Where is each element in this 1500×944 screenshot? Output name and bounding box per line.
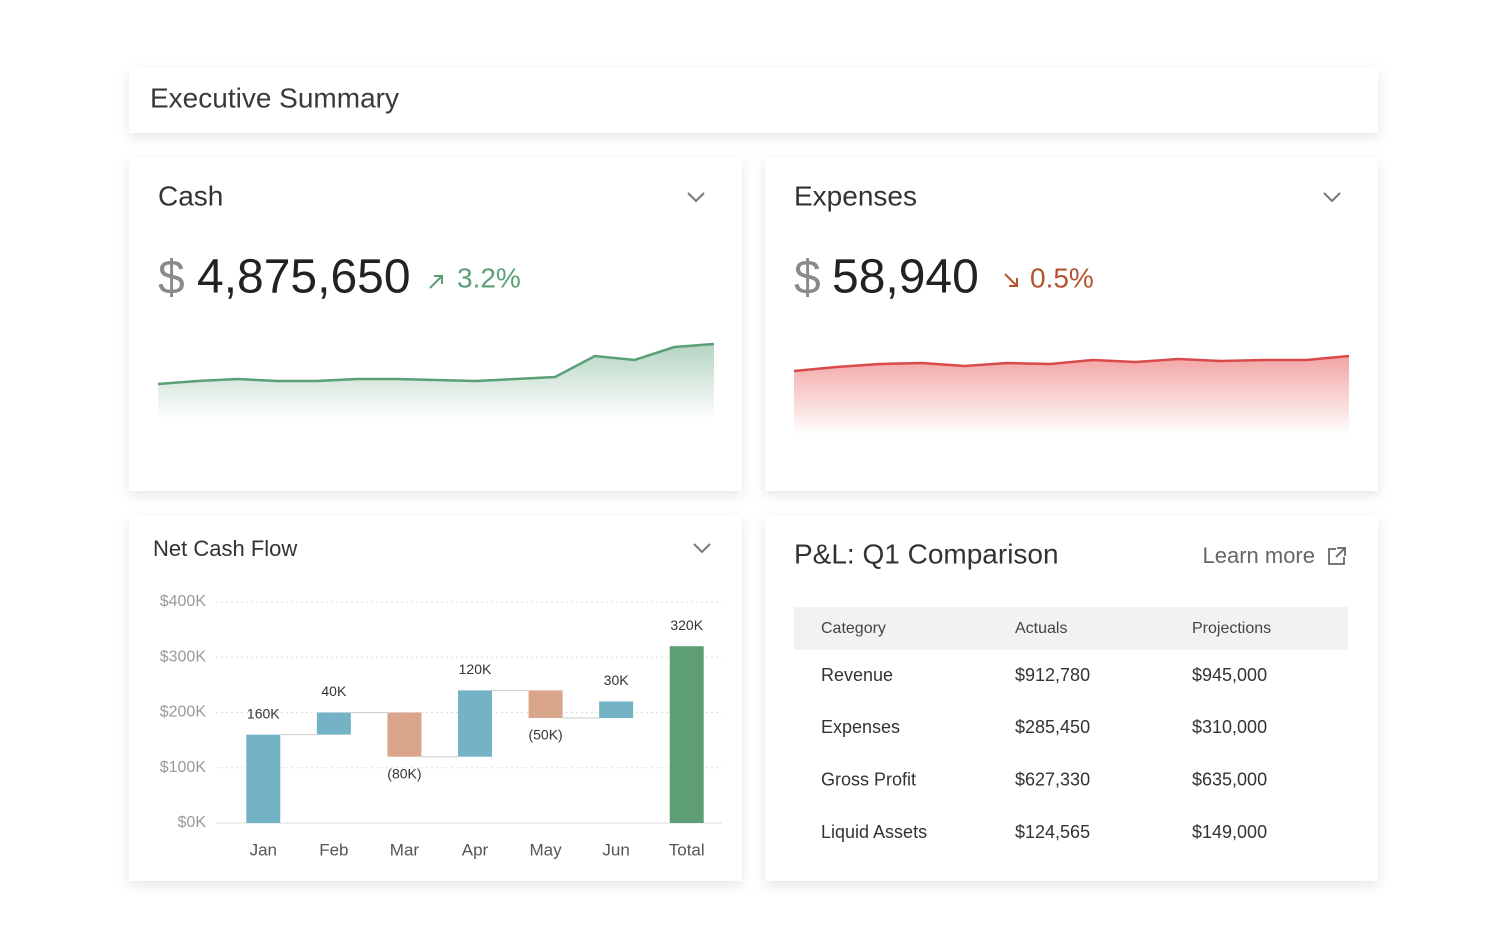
bar	[528, 690, 563, 719]
y-tick-label: $300K	[160, 648, 207, 665]
value-label: 160K	[247, 705, 280, 721]
bar	[316, 712, 351, 735]
table-cell: $945,000	[1192, 665, 1267, 685]
table-cell: $149,000	[1192, 822, 1267, 842]
change: 3.2%	[457, 262, 521, 293]
x-tick-label: Apr	[462, 840, 489, 859]
y-tick-label: $100K	[160, 759, 207, 776]
card-title: Expenses	[794, 180, 917, 211]
table-cell: $912,780	[1015, 665, 1090, 685]
page-title: Executive Summary	[150, 82, 399, 113]
y-tick-label: $200K	[160, 704, 207, 721]
pl-card	[765, 516, 1378, 881]
expenses-card	[765, 158, 1378, 491]
table-cell: Revenue	[821, 665, 893, 685]
table-cell: $627,330	[1015, 770, 1090, 790]
table-header-cell: Projections	[1192, 620, 1271, 637]
x-tick-label: Jun	[602, 840, 629, 859]
x-tick-label: Mar	[390, 840, 420, 859]
x-tick-label: Jan	[250, 840, 277, 859]
table-header-cell: Actuals	[1015, 620, 1067, 637]
table-cell: $310,000	[1192, 717, 1267, 737]
up-arrow	[429, 275, 443, 289]
card-title: P&L: Q1 Comparison	[794, 538, 1059, 569]
card-title: Cash	[158, 180, 223, 211]
learn-more-link[interactable]: Learn more	[1202, 543, 1315, 568]
header-card	[129, 68, 1378, 133]
y-tick-label: $400K	[160, 593, 207, 610]
table-cell: Gross Profit	[821, 770, 916, 790]
bar	[669, 646, 704, 823]
cash-card	[129, 158, 742, 491]
value-label: (80K)	[387, 765, 421, 781]
table-cell: $124,565	[1015, 822, 1090, 842]
area	[158, 344, 714, 420]
bar	[599, 701, 634, 719]
y-tick-label: $0K	[178, 814, 207, 831]
net-cash-flow-card	[129, 516, 742, 881]
bar	[246, 734, 281, 823]
x-tick-label: Total	[669, 840, 705, 859]
table-cell: Expenses	[821, 717, 900, 737]
value-label: 120K	[459, 661, 492, 677]
down-arrow	[1004, 273, 1018, 287]
bar	[387, 712, 422, 757]
card-title: Net Cash Flow	[153, 536, 297, 561]
dropdown-chevron[interactable]	[1323, 192, 1341, 203]
change: 0.5%	[1030, 262, 1094, 293]
area	[794, 356, 1349, 435]
currency: $	[158, 252, 185, 305]
amount: 4,875,650	[197, 251, 411, 304]
table-header-cell: Category	[821, 620, 886, 637]
dropdown-chevron[interactable]	[693, 543, 711, 554]
table-cell: Liquid Assets	[821, 822, 927, 842]
table-cell: $635,000	[1192, 770, 1267, 790]
currency: $	[794, 252, 821, 305]
line	[793, 354, 1350, 373]
value-label: 320K	[670, 617, 703, 633]
x-tick-label: May	[530, 840, 563, 859]
line	[157, 342, 715, 386]
value-label: (50K)	[528, 727, 562, 743]
x-tick-label: Feb	[319, 840, 348, 859]
value-label: 30K	[604, 672, 630, 688]
dropdown-chevron[interactable]	[687, 192, 705, 203]
value-label: 40K	[321, 683, 347, 699]
table-header-bg	[794, 607, 1348, 650]
amount: 58,940	[832, 251, 979, 304]
external-link-icon[interactable]	[1328, 547, 1346, 565]
bar	[458, 690, 492, 757]
table-cell: $285,450	[1015, 717, 1090, 737]
